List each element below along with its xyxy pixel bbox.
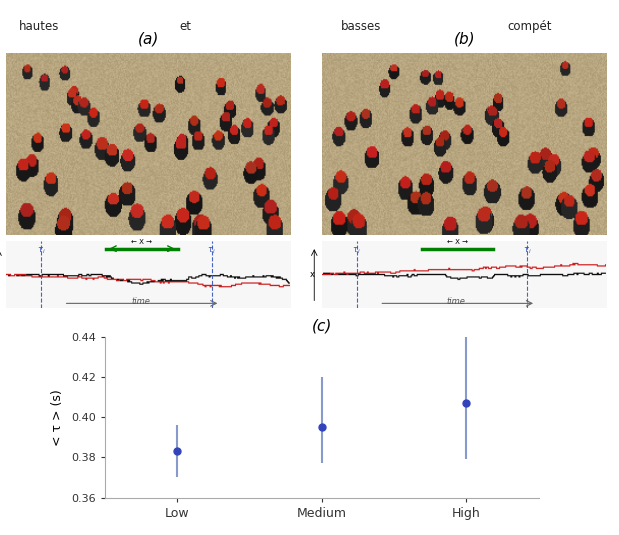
Text: compét: compét <box>508 20 552 33</box>
Text: time: time <box>447 297 465 306</box>
Text: ← X →: ← X → <box>131 239 152 245</box>
Text: $\tau_i$: $\tau_i$ <box>352 245 361 256</box>
Text: x: x <box>310 270 314 279</box>
Text: (b): (b) <box>454 31 475 46</box>
Text: ← X →: ← X → <box>447 239 468 245</box>
Text: (a): (a) <box>138 31 159 46</box>
Title: (c): (c) <box>312 318 332 333</box>
Text: et: et <box>180 20 191 33</box>
Y-axis label: < τ > (s): < τ > (s) <box>51 389 64 446</box>
Text: $\tau_i$: $\tau_i$ <box>523 245 532 256</box>
Text: $\tau_i$: $\tau_i$ <box>37 245 45 256</box>
Text: time: time <box>131 297 150 306</box>
Text: $\tau_i$: $\tau_i$ <box>207 245 216 256</box>
Text: basses: basses <box>340 20 381 33</box>
Text: hautes: hautes <box>19 20 59 33</box>
